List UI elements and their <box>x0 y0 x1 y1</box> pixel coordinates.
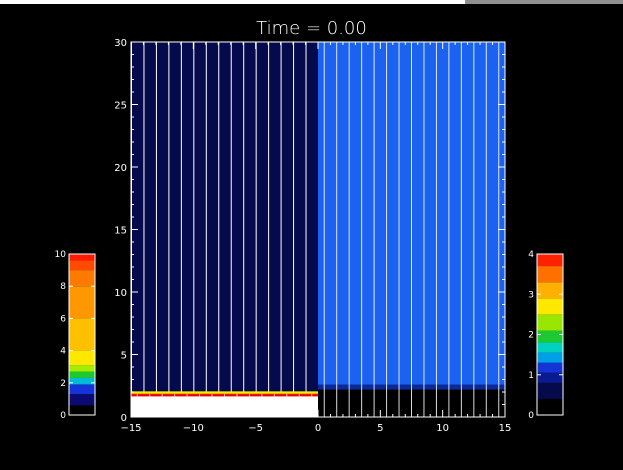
colorbar-left-tick-label: 10 <box>55 250 67 260</box>
colorbar-right-band <box>537 342 563 353</box>
colorbar-right-band <box>537 330 563 343</box>
colorbar-left-band <box>69 270 95 287</box>
colorbar-right-band <box>537 362 563 373</box>
colorbar-left-band <box>69 384 95 395</box>
colorbar-right-band <box>537 298 563 315</box>
colorbar-right-tick-label: 2 <box>528 331 534 341</box>
colorbar-right-band <box>537 254 563 267</box>
window-top-strip-gray <box>465 0 623 4</box>
chart-title: Time = 0.00 <box>256 18 367 39</box>
colorbar-left-band <box>69 254 95 261</box>
colorbar-left-tick-label: 4 <box>60 347 66 357</box>
colorbar-left-band <box>69 260 95 271</box>
colorbar-left-tick-label: 6 <box>60 314 66 324</box>
y-tick-label: 0 <box>121 413 127 424</box>
colorbar-left-band <box>69 371 95 378</box>
colorbar-right-tick-label: 4 <box>528 250 534 260</box>
left-white-block <box>131 394 318 417</box>
x-tick-label: 10 <box>436 423 449 434</box>
colorbar-left-tick-label: 0 <box>60 411 66 421</box>
colorbar-left-tick-label: 2 <box>60 379 66 389</box>
colorbar-right-band <box>537 398 563 415</box>
x-tick-label: 0 <box>315 423 321 434</box>
plot-axes: −15 −10 −5 0 5 10 15 0 5 10 15 20 25 30 <box>114 38 511 434</box>
x-tick-label: −5 <box>248 423 263 434</box>
colorbar-left-band <box>69 318 95 351</box>
colorbar-right-tick-label: 3 <box>528 290 534 300</box>
left-interface-layer-1 <box>131 392 318 395</box>
colorbar-right-band <box>537 282 563 299</box>
y-tick-label: 30 <box>114 38 127 49</box>
colorbar-right-band <box>537 372 563 383</box>
colorbar-right-tick-label: 0 <box>528 411 534 421</box>
heatmap-plot-area <box>131 42 505 417</box>
y-tick-label: 10 <box>114 288 127 299</box>
colorbar-right: 0 1 2 3 4 <box>528 250 564 421</box>
colorbar-left-band <box>69 286 95 319</box>
colorbar-left-band <box>69 394 95 406</box>
left-region-fill <box>131 42 318 417</box>
colorbar-right-tick-label: 1 <box>528 371 534 381</box>
window-top-strip <box>0 0 623 4</box>
colorbar-right-band <box>537 266 563 283</box>
colorbar-right-band <box>537 314 563 331</box>
x-tick-label: −15 <box>120 423 141 434</box>
x-tick-label: −10 <box>183 423 204 434</box>
colorbar-right-band <box>537 352 563 363</box>
colorbar-left: 0 2 4 6 8 10 <box>55 250 96 421</box>
y-tick-label: 25 <box>114 101 127 112</box>
colorbar-left-frame <box>68 253 96 416</box>
colorbar-left-band <box>69 405 95 415</box>
colorbar-left-band <box>69 350 95 366</box>
colorbar-left-band <box>69 365 95 372</box>
x-tick-label: 15 <box>499 423 512 434</box>
left-interface-layer-2 <box>131 391 318 393</box>
y-tick-label: 20 <box>114 163 127 174</box>
colorbar-right-band <box>537 382 563 399</box>
x-tick-label: 5 <box>377 423 383 434</box>
colorbar-left-band <box>69 377 95 385</box>
y-tick-label: 5 <box>121 351 127 362</box>
y-tick-label: 15 <box>114 226 127 237</box>
colorbar-left-tick-label: 8 <box>60 282 66 292</box>
